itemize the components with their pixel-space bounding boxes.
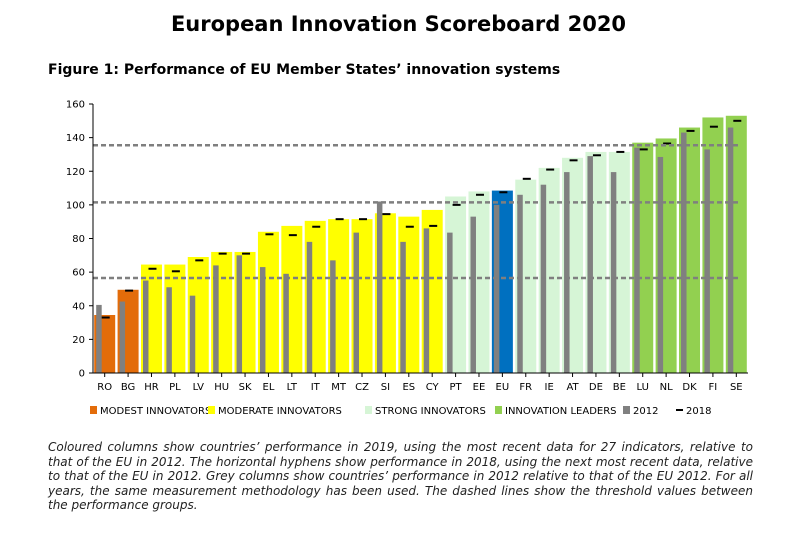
bar-2012-lv <box>189 295 196 373</box>
bar-2012-dk <box>681 132 687 373</box>
legend-swatch-modest <box>90 406 97 414</box>
bar-2012-se <box>727 127 734 373</box>
x-tick-label-hr: HR <box>144 382 159 393</box>
x-tick-label-se: SE <box>730 382 743 393</box>
bar-2012-sk <box>236 255 243 373</box>
bars-layer <box>93 115 747 374</box>
x-tick-label-eu: EU <box>496 382 510 393</box>
x-tick-label-bg: BG <box>121 382 135 393</box>
bar-2012-nl <box>657 156 664 373</box>
x-tick-label-fr: FR <box>519 382 532 393</box>
x-tick-label-ro: RO <box>97 382 112 393</box>
bar-2012-eu <box>493 204 500 373</box>
x-tick-label-fi: FI <box>709 382 718 393</box>
x-tick-label-ie: IE <box>545 382 554 393</box>
y-tick-label: 20 <box>72 335 85 346</box>
x-tick-label-el: EL <box>263 382 275 393</box>
bar-2012-hu <box>213 265 219 373</box>
x-tick-label-dk: DK <box>682 382 697 393</box>
bar-2012-pt <box>447 232 453 373</box>
legend: MODEST INNOVATORS MODERATE INNOVATORS STRO… <box>90 406 711 417</box>
legend-swatch-moderate <box>208 406 215 414</box>
legend-swatch-grey2012 <box>623 406 630 414</box>
x-tick-label-cz: CZ <box>355 382 369 393</box>
bar-2012-pl <box>166 287 172 373</box>
bar-2012-lt <box>283 273 289 373</box>
innovation-bar-chart: 0 20 40 60 80 100 120 140 160 RO BG HR PL LV HU SK EL LT I… <box>66 100 748 417</box>
legend-label-strong: STRONG INNOVATORS <box>375 406 486 417</box>
bar-2012-de <box>587 156 593 373</box>
x-tick-label-mt: MT <box>331 382 347 393</box>
bar-2012-es <box>400 241 406 373</box>
x-tick-label-be: BE <box>613 382 626 393</box>
legend-swatch-leader <box>495 406 502 414</box>
y-tick-label: 100 <box>66 200 85 211</box>
bar-2012-mt <box>330 260 336 373</box>
bar-2012-at <box>564 172 570 373</box>
legend-label-grey2012: 2012 <box>633 406 658 417</box>
bar-2012-cy <box>423 228 430 373</box>
legend-swatch-strong <box>365 406 372 414</box>
x-tick-label-lt: LT <box>287 382 298 393</box>
bar-2012-si <box>376 201 383 373</box>
x-tick-label-lu: LU <box>637 382 649 393</box>
bar-2012-ro <box>96 304 102 373</box>
x-tick-label-de: DE <box>589 382 603 393</box>
legend-label-moderate: MODERATE INNOVATORS <box>218 406 342 417</box>
bar-2012-hr <box>142 280 149 373</box>
y-tick-label: 80 <box>72 234 85 245</box>
page-title: European Innovation Scoreboard 2020 <box>170 12 627 36</box>
x-tick-label-nl: NL <box>660 382 673 393</box>
bar-2012-bg <box>119 301 126 373</box>
y-tick-label: 0 <box>79 369 85 380</box>
y-tick-label: 60 <box>72 268 85 279</box>
legend-label-leader: INNOVATION LEADERS <box>505 406 617 417</box>
axis-layer: 0 20 40 60 80 100 120 140 160 RO BG HR PL LV HU SK EL LT I… <box>66 100 748 393</box>
y-tick-label: 160 <box>66 100 85 111</box>
bar-2012-lu <box>634 147 640 373</box>
bar-2012-fr <box>517 194 523 373</box>
x-tick-label-lv: LV <box>193 382 204 393</box>
x-tick-label-it: IT <box>311 382 321 393</box>
bar-2012-ee <box>470 216 476 373</box>
x-tick-label-pl: PL <box>169 382 181 393</box>
legend-label-modest: MODEST INNOVATORS <box>100 406 211 417</box>
x-tick-label-ee: EE <box>473 382 486 393</box>
bar-2012-it <box>306 241 313 373</box>
x-tick-label-pt: PT <box>450 382 463 393</box>
x-tick-label-sk: SK <box>239 382 252 393</box>
y-tick-label: 40 <box>72 301 85 312</box>
x-tick-label-si: SI <box>381 382 390 393</box>
x-tick-label-es: ES <box>402 382 415 393</box>
x-tick-label-cy: CY <box>426 382 440 393</box>
bar-2012-cz <box>353 232 360 373</box>
x-tick-label-hu: HU <box>214 382 229 393</box>
figure-caption: Coloured columns show countries’ perform… <box>48 440 753 512</box>
x-tick-label-at: AT <box>566 382 579 393</box>
y-tick-label: 140 <box>66 133 85 144</box>
y-tick-label: 120 <box>66 167 85 178</box>
bar-2012-fi <box>704 149 710 373</box>
legend-label-hyphen2018: 2018 <box>686 406 711 417</box>
bar-2012-el <box>259 267 266 373</box>
bar-2012-be <box>610 172 617 373</box>
figure-subtitle: Figure 1: Performance of EU Member State… <box>48 62 561 78</box>
